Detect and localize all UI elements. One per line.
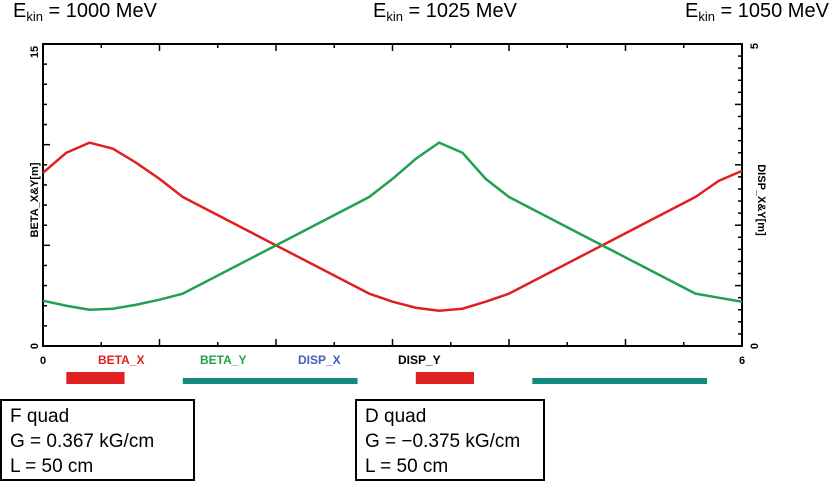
d-quad-gradient: G = −0.375 kG/cm: [365, 431, 521, 452]
energy-label-1000: Ekin = 1000 MeV: [13, 0, 157, 24]
axis-ticks: [42, 43, 743, 347]
y-left-tick-label-0: 0: [29, 343, 41, 349]
y-axis-label-right: DISP_X&Y[m]: [755, 164, 767, 236]
drift-bar: [532, 378, 708, 384]
y-left-tick-label-15: 15: [29, 46, 41, 58]
legend-disp-x: DISP_X: [298, 353, 341, 367]
series-lines: [42, 141, 743, 313]
energy-label-1025: Ekin = 1025 MeV: [373, 0, 517, 24]
quad-bar: [66, 372, 125, 384]
d-quad-length: L = 50 cm: [365, 456, 449, 477]
legend-disp-y: DISP_Y: [398, 353, 441, 367]
f-quad-length: L = 50 cm: [10, 456, 94, 477]
series-line-beta-x: [42, 141, 743, 313]
legend-beta-y: BETA_Y: [200, 353, 247, 367]
y-right-tick-label-0: 0: [749, 343, 761, 349]
y-axis-label-left: BETA_X&Y[m]: [29, 162, 41, 237]
lattice-elements: [66, 372, 708, 384]
beta-function-chart: 0 6 0 15 0 5 BETA_X&Y[m] DISP_X&Y[m]: [29, 43, 767, 384]
f-quad-title: F quad: [10, 406, 70, 427]
y-right-tick-label-5: 5: [749, 43, 761, 49]
x-tick-label-0: 0: [40, 355, 46, 367]
energy-label-1050: Ekin = 1050 MeV: [685, 0, 829, 24]
series-line-beta-y: [42, 141, 743, 312]
quad-bar: [415, 372, 475, 384]
legend-beta-x: BETA_X: [98, 353, 145, 367]
x-tick-label-6: 6: [739, 355, 745, 367]
f-quad-gradient: G = 0.367 kG/cm: [10, 431, 155, 452]
drift-bar: [182, 378, 358, 384]
f-quad-info-box: F quad G = 0.367 kG/cm L = 50 cm: [0, 399, 195, 481]
d-quad-info-box: D quad G = −0.375 kG/cm L = 50 cm: [355, 399, 545, 481]
d-quad-title: D quad: [365, 406, 427, 427]
